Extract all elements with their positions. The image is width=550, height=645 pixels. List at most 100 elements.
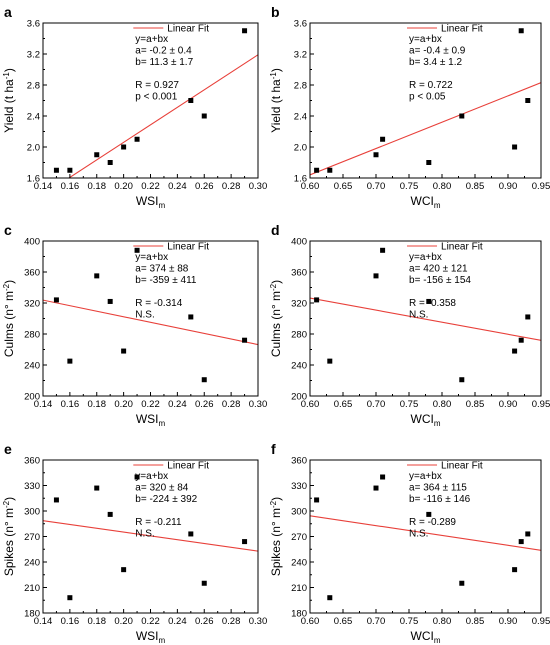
fit-annotation: y=a+bx xyxy=(409,471,442,482)
y-axis-label-main: Culms (n° m xyxy=(2,291,16,357)
linear-fit-line xyxy=(310,297,541,341)
x-tick-label: 0.90 xyxy=(499,616,518,627)
x-tick-label: 0.30 xyxy=(249,399,268,410)
fit-annotation: a= -0.4 ± 0.9 xyxy=(409,46,466,57)
data-point xyxy=(67,358,73,364)
y-tick-label: 3.6 xyxy=(294,19,307,30)
data-point xyxy=(525,98,531,103)
x-tick-label: 0.65 xyxy=(334,616,353,627)
y-tick-label: 300 xyxy=(24,507,40,518)
y-tick-label: 360 xyxy=(291,456,307,467)
y-tick-label: 330 xyxy=(24,481,40,492)
y-axis-label-sup: -2 xyxy=(269,500,278,508)
data-point xyxy=(94,485,100,491)
data-point xyxy=(107,160,113,165)
y-tick-label: 3.6 xyxy=(27,19,40,30)
y-tick-label: 270 xyxy=(24,532,40,543)
fit-annotation: b= -116 ± 146 xyxy=(409,494,471,505)
y-tick-label: 360 xyxy=(24,268,40,279)
x-tick-label: 0.30 xyxy=(249,616,268,627)
y-tick-label: 400 xyxy=(24,237,40,248)
y-tick-label: 210 xyxy=(24,583,40,594)
y-axis-label-sup: -2 xyxy=(269,283,278,291)
x-axis-label-sub: m xyxy=(434,201,441,210)
y-axis-label-main: Spikes (n° m xyxy=(269,508,283,576)
y-tick-label: 2.0 xyxy=(294,143,307,154)
data-point xyxy=(314,297,320,303)
data-point xyxy=(107,511,113,517)
data-point xyxy=(518,337,524,343)
y-axis-label: Culms (n° m-2) xyxy=(2,280,16,357)
y-axis-label-main: Spikes (n° m xyxy=(2,508,16,576)
x-tick-label: 0.30 xyxy=(249,181,268,192)
panel-letter: a xyxy=(4,4,12,20)
y-tick-label: 360 xyxy=(291,268,307,279)
x-tick-label: 0.14 xyxy=(34,399,53,410)
x-tick-label: 0.26 xyxy=(195,616,214,627)
legend-label: Linear Fit xyxy=(167,461,209,472)
y-tick-label: 320 xyxy=(291,299,307,310)
data-point xyxy=(373,273,379,279)
fit-annotation: R = 0.722 xyxy=(409,80,453,91)
data-point xyxy=(121,144,127,150)
y-axis-label: Spikes (n° m-2) xyxy=(2,497,16,576)
y-tick-label: 330 xyxy=(291,481,307,492)
panel-a: a 0.14 0.16 0.18 0.20 0.22 0.24 0.26 0.28 0.30 1.6… xyxy=(2,4,267,210)
data-point xyxy=(134,136,140,142)
linear-fit-line xyxy=(310,82,541,176)
panel-letter: c xyxy=(4,222,12,238)
data-point xyxy=(188,314,194,320)
data-point xyxy=(188,98,194,103)
y-tick-label: 200 xyxy=(291,392,307,403)
linear-fit-line xyxy=(43,520,258,552)
data-point xyxy=(327,167,333,173)
fit-annotation: b= 3.4 ± 1.2 xyxy=(409,57,462,68)
x-tick-label: 0.20 xyxy=(114,399,133,410)
y-tick-label: 280 xyxy=(24,330,40,341)
fit-annotation: a= -0.2 ± 0.4 xyxy=(135,46,192,57)
data-point xyxy=(67,167,73,173)
fit-annotation: b= -359 ± 411 xyxy=(135,275,197,286)
y-tick-label: 280 xyxy=(291,330,307,341)
fit-annotation: R = -0.314 xyxy=(135,298,182,309)
x-tick-label: 0.20 xyxy=(114,616,133,627)
data-point xyxy=(201,377,207,383)
y-axis-label-sup: -2 xyxy=(2,283,11,291)
x-tick-label: 0.18 xyxy=(88,399,107,410)
y-tick-label: 1.6 xyxy=(294,174,307,185)
fit-annotation: b= -224 ± 392 xyxy=(135,494,197,505)
x-axis-label: WCIm xyxy=(411,412,441,428)
x-tick-label: 0.16 xyxy=(61,399,80,410)
data-point xyxy=(201,113,207,119)
y-tick-label: 240 xyxy=(24,361,40,372)
fit-annotation: N.S. xyxy=(135,529,154,540)
x-axis-label: WSIm xyxy=(136,629,166,645)
fit-annotation: N.S. xyxy=(135,310,154,321)
x-tick-label: 0.95 xyxy=(532,181,550,192)
y-axis-label-end: ) xyxy=(2,280,16,284)
data-point xyxy=(380,474,386,480)
fit-annotation: a= 320 ± 84 xyxy=(135,483,188,494)
panel-e: e 0.14 0.16 0.18 0.20 0.22 0.24 0.26 0.28 0.30 180… xyxy=(2,441,267,645)
x-axis-label-main: WSI xyxy=(136,629,159,643)
data-point xyxy=(380,136,386,142)
fit-annotation: y=a+bx xyxy=(135,471,168,482)
y-tick-label: 2.8 xyxy=(294,81,307,92)
data-point xyxy=(94,273,100,279)
fit-annotation: y=a+bx xyxy=(135,252,168,263)
data-point xyxy=(242,337,248,343)
y-axis-label-end: ) xyxy=(2,497,16,501)
fit-annotation: p < 0.001 xyxy=(135,92,177,103)
x-tick-label: 0.90 xyxy=(499,399,518,410)
x-axis-label: WSIm xyxy=(136,194,166,210)
y-axis-label-end: ) xyxy=(2,68,16,72)
x-tick-label: 0.16 xyxy=(61,616,80,627)
data-point xyxy=(525,314,531,320)
data-point xyxy=(512,567,518,573)
x-tick-label: 0.75 xyxy=(400,181,419,192)
y-tick-label: 270 xyxy=(291,532,307,543)
y-axis-label-end: ) xyxy=(269,68,283,72)
y-axis-label: Yield (t ha-1) xyxy=(269,68,283,133)
data-point xyxy=(380,247,386,253)
